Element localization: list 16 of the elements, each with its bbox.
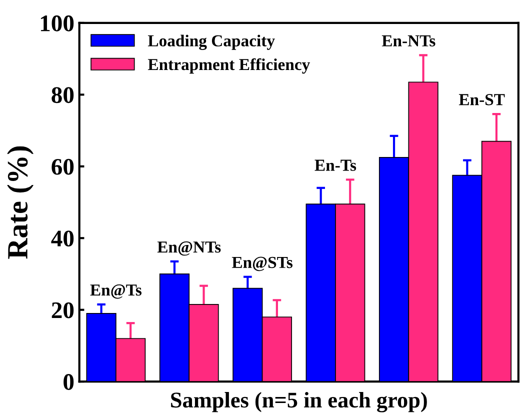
x-tick-label: En-Ts bbox=[314, 160, 356, 171]
legend-label: Loading Capacity bbox=[148, 34, 275, 50]
x-axis-title: Samples (n=5 in each grop) bbox=[171, 392, 427, 412]
y-tick-label: 80 bbox=[52, 87, 74, 104]
y-tick-label: 60 bbox=[52, 158, 74, 175]
y-axis-title: Rate (%) bbox=[7, 146, 34, 259]
x-tick-label: En@Ts bbox=[90, 284, 142, 299]
y-tick-label: 0 bbox=[64, 374, 74, 390]
y-tick-label: 40 bbox=[51, 230, 74, 247]
y-tick-label: 100 bbox=[40, 15, 74, 32]
x-tick-label: En-ST bbox=[458, 94, 505, 106]
legend-label: Entrapment Efficiency bbox=[148, 58, 310, 74]
x-tick-label: En@NTs bbox=[157, 241, 221, 256]
x-tick-label: En-NTs bbox=[382, 35, 436, 46]
x-tick-label: En@STs bbox=[232, 256, 293, 272]
y-tick-label: 20 bbox=[52, 302, 74, 318]
